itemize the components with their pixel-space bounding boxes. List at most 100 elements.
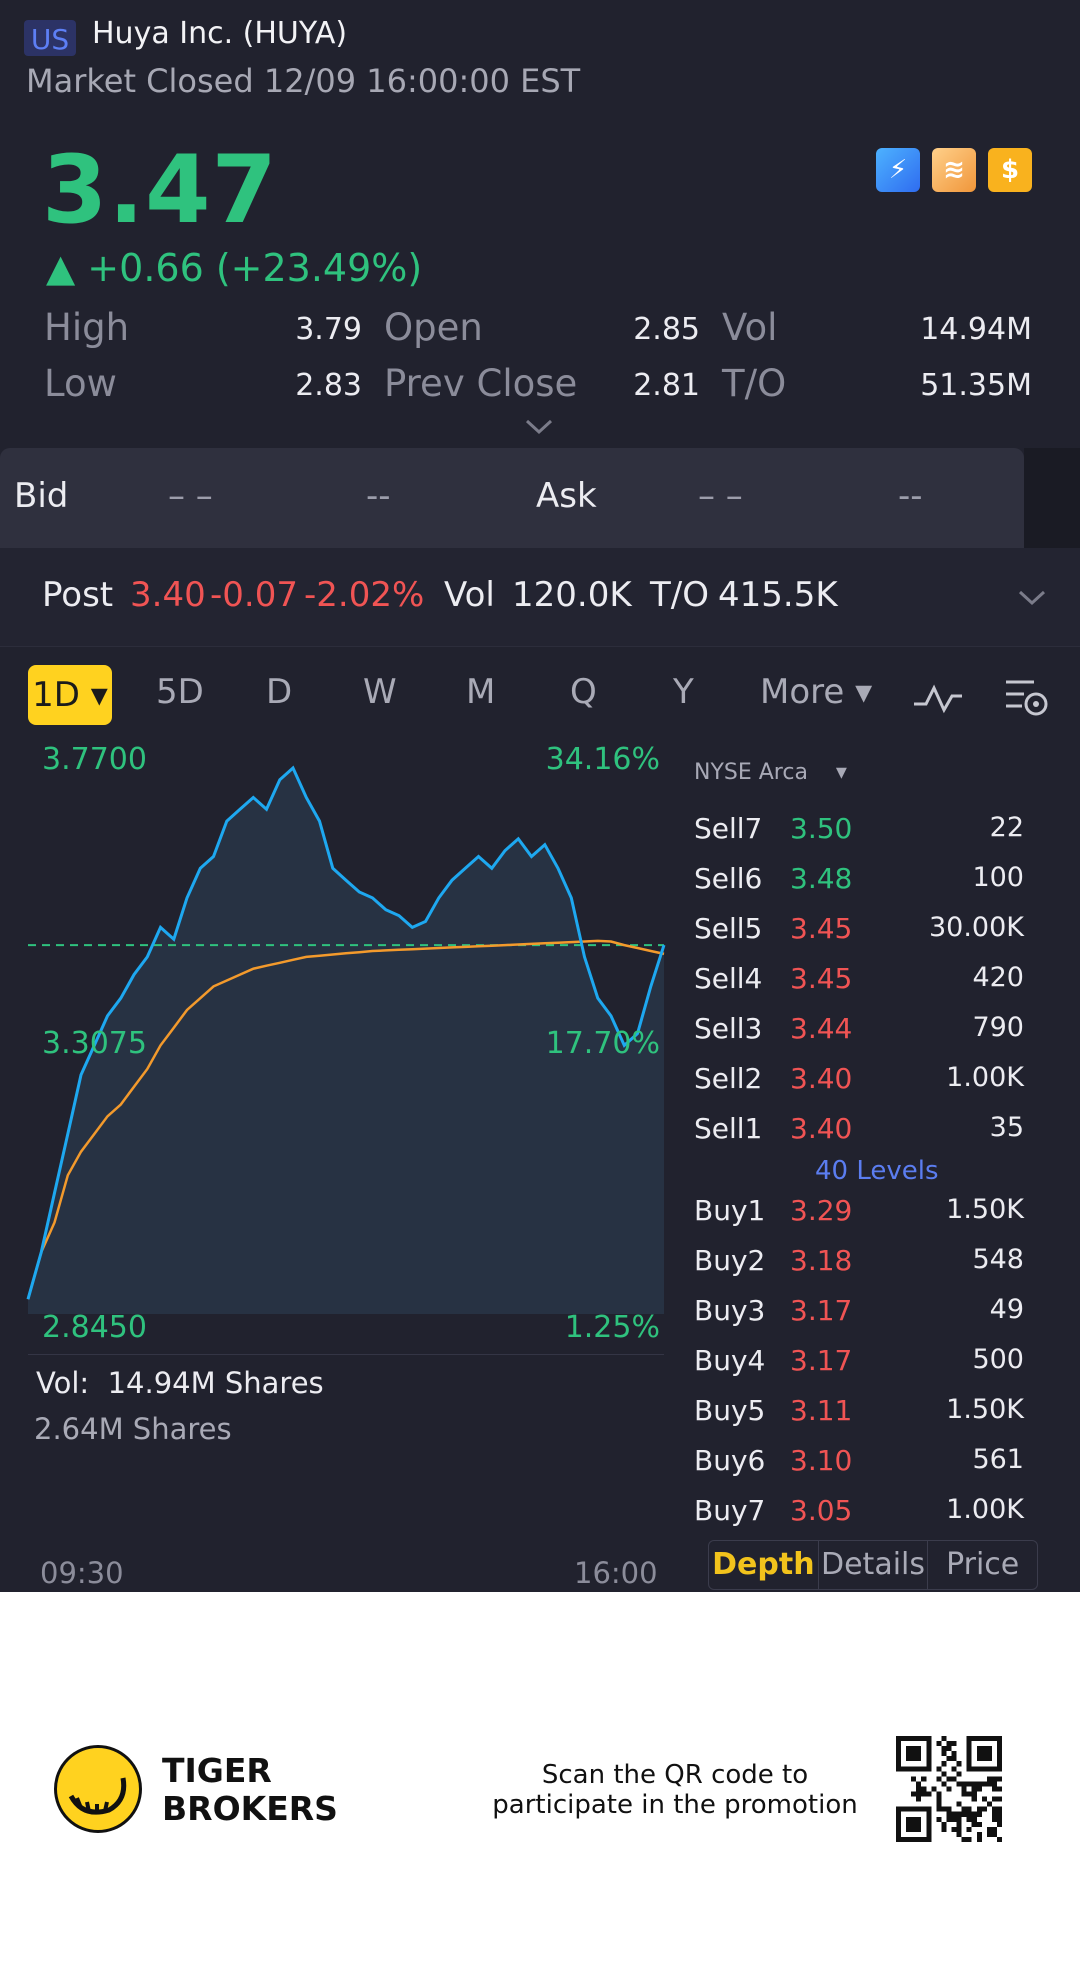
ask-label: Ask (536, 476, 597, 516)
chevron-down-icon[interactable] (524, 418, 554, 436)
high-label: High (44, 306, 130, 349)
market-tag: US (24, 20, 76, 56)
tab-week[interactable]: W (363, 672, 397, 712)
sell-row-label: Sell3 (694, 1012, 763, 1045)
sell-row-price: 3.44 (790, 1012, 853, 1045)
bid-label: Bid (14, 476, 69, 516)
prev-close-value: 2.81 (633, 368, 700, 403)
average-price-line (26, 939, 665, 1300)
buy-row-price: 3.29 (790, 1194, 853, 1227)
volume-value: 14.94M (920, 312, 1032, 347)
buy-row-price: 3.18 (790, 1244, 853, 1277)
price-line (26, 765, 666, 1300)
intraday-chart[interactable] (0, 740, 670, 1400)
lightning-icon[interactable]: ⚡ (876, 148, 920, 192)
tab-1d[interactable]: 1D ▾ (28, 665, 112, 725)
promo-footer (0, 1592, 1080, 1987)
buy-row-size: 500 (972, 1344, 1024, 1375)
buy-row-price: 3.10 (790, 1444, 853, 1477)
sell-row-size: 35 (989, 1112, 1024, 1143)
last-price: 3.47 (42, 136, 278, 245)
buy-row-label: Buy4 (694, 1344, 766, 1377)
ask-size: -- (898, 476, 923, 516)
bid-price: – – (168, 476, 213, 516)
chart-mid-pct: 17.70% (545, 1026, 660, 1061)
bid-ask-bar (0, 448, 1024, 548)
sell-row-price: 3.40 (790, 1112, 853, 1145)
buy-row-size: 1.50K (946, 1194, 1024, 1225)
sell-row-size: 420 (972, 962, 1024, 993)
tab-depth[interactable]: Depth (709, 1541, 819, 1589)
tab-quarter[interactable]: Q (570, 672, 597, 712)
low-value: 2.83 (295, 368, 362, 403)
sell-row-price: 3.48 (790, 862, 853, 895)
tab-details[interactable]: Details (819, 1541, 929, 1589)
volume-divider (28, 1354, 664, 1355)
sell-row-price: 3.40 (790, 1062, 853, 1095)
sell-row-label: Sell2 (694, 1062, 763, 1095)
volume-label: Vol (722, 306, 778, 349)
brand-name: TIGER BROKERS (162, 1751, 338, 1828)
open-value: 2.85 (633, 312, 700, 347)
depth-tabs[interactable]: Depth Details Price (708, 1540, 1038, 1590)
buy-row-size: 49 (989, 1294, 1024, 1325)
tab-5d[interactable]: 5D (156, 672, 204, 712)
tab-more[interactable]: More ▾ (760, 672, 873, 712)
post-volume-label: Vol (444, 575, 495, 615)
buy-row-label: Buy5 (694, 1394, 766, 1427)
bid-ask-side (1024, 448, 1080, 548)
sell-row-label: Sell6 (694, 862, 763, 895)
chart-max-price: 3.7700 (42, 742, 147, 777)
post-turnover: 415.5K (718, 575, 838, 615)
stock-name: Huya Inc. (HUYA) (92, 16, 348, 51)
sell-row-label: Sell7 (694, 812, 763, 845)
prev-close-label: Prev Close (384, 362, 578, 405)
sell-row-label: Sell4 (694, 962, 763, 995)
post-turnover-label: T/O (650, 575, 709, 615)
chart-mid-price: 3.3075 (42, 1026, 147, 1061)
exchange-selector[interactable]: NYSE Arca ▾ (694, 760, 847, 785)
tiger-logo-icon (54, 1745, 142, 1833)
market-status: Market Closed 12/09 16:00:00 EST (26, 62, 581, 100)
levels-link[interactable]: 40 Levels (815, 1156, 939, 1186)
indicator-icon[interactable] (912, 680, 964, 716)
buy-row-label: Buy6 (694, 1444, 766, 1477)
volume-max: 2.64M Shares (34, 1412, 232, 1446)
buy-row-label: Buy2 (694, 1244, 766, 1277)
post-market-row[interactable] (0, 548, 1080, 647)
sell-row-size: 790 (972, 1012, 1024, 1043)
sell-row-size: 1.00K (946, 1062, 1024, 1093)
buy-row-price: 3.11 (790, 1394, 853, 1427)
ask-price: – – (698, 476, 743, 516)
buy-row-price: 3.05 (790, 1494, 853, 1527)
buy-row-label: Buy7 (694, 1494, 766, 1527)
time-start: 09:30 (40, 1556, 124, 1590)
time-end: 16:00 (574, 1556, 658, 1590)
turnover-label: T/O (722, 362, 787, 405)
post-label: Post (42, 575, 114, 615)
sell-row-label: Sell5 (694, 912, 763, 945)
buy-row-label: Buy1 (694, 1194, 766, 1227)
tab-year[interactable]: Y (673, 672, 694, 712)
tab-day[interactable]: D (266, 672, 293, 712)
chevron-down-icon[interactable] (1018, 590, 1046, 606)
sell-row-size: 30.00K (928, 912, 1024, 943)
post-volume: 120.0K (512, 575, 632, 615)
buy-row-price: 3.17 (790, 1294, 853, 1327)
qr-code-icon[interactable] (896, 1736, 1002, 1842)
buy-row-label: Buy3 (694, 1294, 766, 1327)
stack-icon[interactable]: ≋ (932, 148, 976, 192)
chart-min-pct: 1.25% (564, 1310, 660, 1345)
buy-row-price: 3.17 (790, 1344, 853, 1377)
tab-price[interactable]: Price (946, 1547, 1020, 1582)
volume-label: Vol: 14.94M Shares (36, 1366, 324, 1400)
open-label: Open (384, 306, 483, 349)
high-value: 3.79 (295, 312, 362, 347)
sell-row-price: 3.45 (790, 912, 853, 945)
dollar-icon[interactable]: $ (988, 148, 1032, 192)
tab-month[interactable]: M (466, 672, 496, 712)
post-change-pct: -2.02% (304, 575, 425, 615)
chart-settings-icon[interactable] (1004, 676, 1050, 720)
bid-size: -- (366, 476, 391, 516)
price-area (28, 768, 664, 1314)
